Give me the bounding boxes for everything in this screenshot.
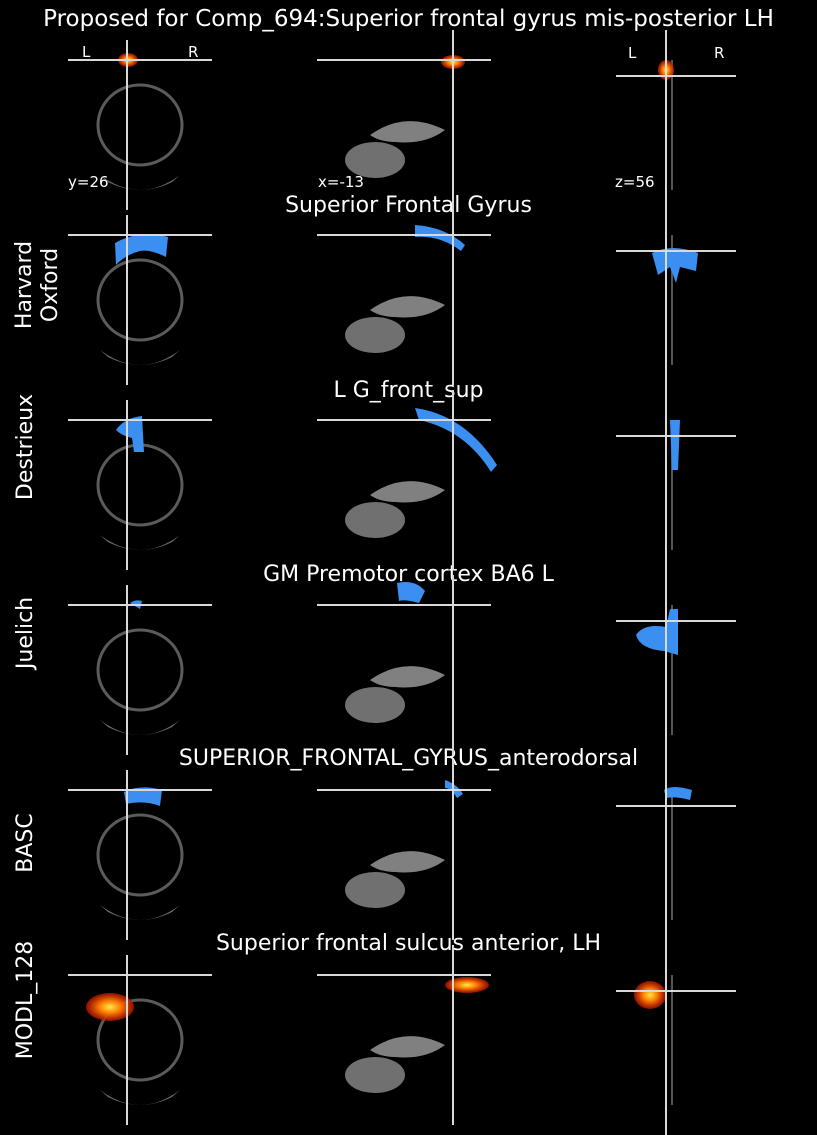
row-label-destrieux: Destrieux xyxy=(13,393,38,501)
figure-title: Proposed for Comp_694:Superior frontal g… xyxy=(43,6,774,32)
orientation-left-axial: L xyxy=(628,44,637,62)
sagittal-slice-3 xyxy=(315,575,495,755)
sagittal-slice-4 xyxy=(315,760,495,940)
atlas-overlay xyxy=(124,787,162,806)
sagittal-slice-1 xyxy=(315,205,495,385)
sagittal-slice-2 xyxy=(315,390,497,570)
atlas-overlay xyxy=(652,248,698,283)
axial-slice-1 xyxy=(610,205,740,395)
axial-slice-2 xyxy=(610,390,740,580)
coronal-slice-1 xyxy=(60,215,220,385)
row-title-harvard-oxford: Superior Frontal Gyrus xyxy=(285,193,532,218)
atlas-overlay xyxy=(116,416,144,452)
coronal-slice-2 xyxy=(60,400,220,570)
atlas-overlay xyxy=(415,408,497,472)
coord-x-label: x=-13 xyxy=(318,173,364,191)
activation-overlay xyxy=(86,993,134,1021)
row-label-basc: BASC xyxy=(13,813,38,873)
coord-y-label: y=26 xyxy=(68,173,109,191)
atlas-overlay xyxy=(664,787,692,800)
row-title-destrieux: L G_front_sup xyxy=(333,378,484,403)
axial-slice-3 xyxy=(610,575,740,765)
row-label-juelich: Juelich xyxy=(13,596,38,670)
row-label-modl: MODL_128 xyxy=(13,940,38,1060)
orientation-right-axial: R xyxy=(714,44,725,62)
activation-overlay xyxy=(634,981,666,1009)
coronal-slice-4 xyxy=(60,770,220,940)
coronal-slice-5 xyxy=(60,955,220,1125)
coord-z-label: z=56 xyxy=(615,173,655,191)
atlas-overlay xyxy=(415,225,465,251)
coronal-slice-3 xyxy=(60,585,220,755)
row-label-harvard-oxford: Harvard Oxford xyxy=(12,240,63,330)
atlas-overlay xyxy=(397,582,425,603)
orientation-left-coronal: L xyxy=(82,43,91,61)
sagittal-slice-0 xyxy=(315,30,495,210)
row-title-modl: Superior frontal sulcus anterior, LH xyxy=(215,931,602,956)
sagittal-slice-5 xyxy=(315,945,495,1125)
activation-overlay xyxy=(445,977,489,993)
atlas-overlay xyxy=(636,609,678,655)
orientation-right-coronal: R xyxy=(188,43,199,61)
atlas-overlay xyxy=(670,420,680,470)
row-title-basc: SUPERIOR_FRONTAL_GYRUS_anterodorsal xyxy=(178,746,639,771)
axial-slice-5 xyxy=(610,945,740,1135)
axial-slice-4 xyxy=(610,760,740,950)
atlas-overlay xyxy=(115,234,168,265)
axial-slice-0 xyxy=(610,30,740,220)
coronal-slice-0 xyxy=(60,40,220,210)
